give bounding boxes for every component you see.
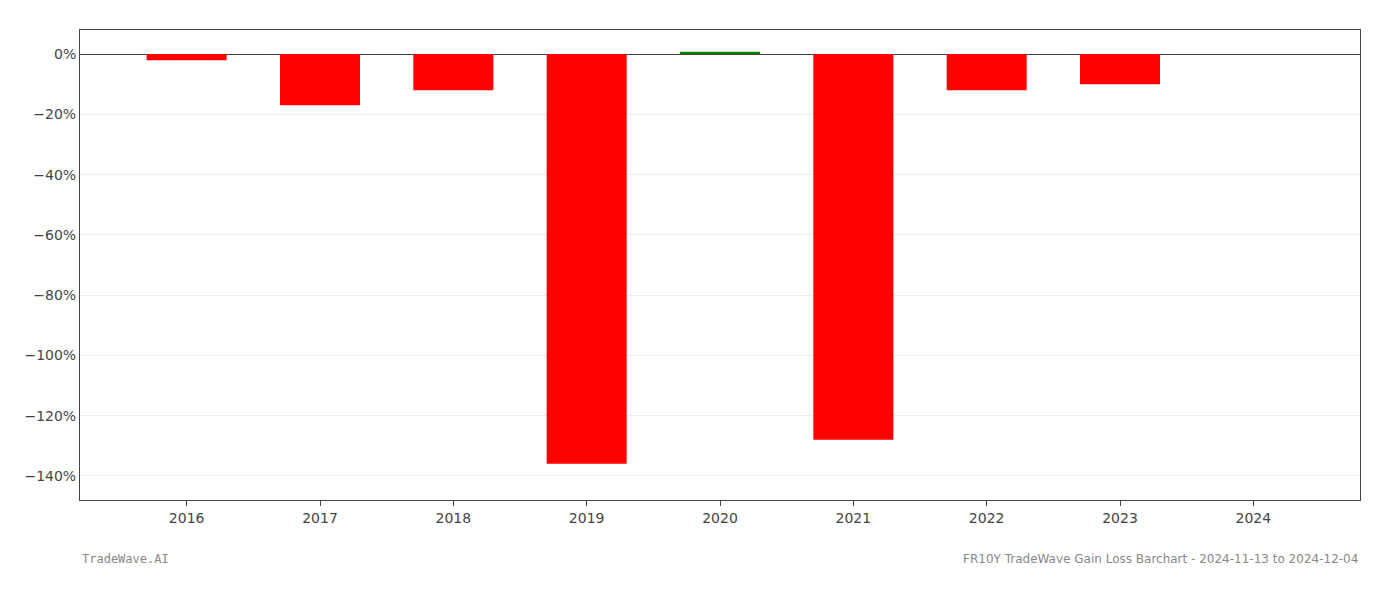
svg-text:2023: 2023: [1102, 510, 1138, 526]
svg-text:−60%: −60%: [33, 227, 76, 243]
svg-text:FR10Y TradeWave Gain Loss Barc: FR10Y TradeWave Gain Loss Barchart - 202…: [963, 552, 1358, 566]
svg-text:−40%: −40%: [33, 167, 76, 183]
svg-text:2022: 2022: [969, 510, 1005, 526]
svg-text:−80%: −80%: [33, 287, 76, 303]
svg-text:0%: 0%: [54, 46, 76, 62]
svg-text:TradeWave.AI: TradeWave.AI: [82, 552, 169, 566]
svg-text:2024: 2024: [1236, 510, 1272, 526]
svg-text:−100%: −100%: [24, 347, 76, 363]
svg-text:2020: 2020: [702, 510, 738, 526]
svg-text:2021: 2021: [836, 510, 872, 526]
svg-text:−140%: −140%: [24, 468, 76, 484]
svg-text:−120%: −120%: [24, 408, 76, 424]
svg-text:2018: 2018: [436, 510, 472, 526]
svg-text:−20%: −20%: [33, 106, 76, 122]
svg-text:2017: 2017: [302, 510, 338, 526]
svg-text:2019: 2019: [569, 510, 605, 526]
svg-text:2016: 2016: [169, 510, 205, 526]
